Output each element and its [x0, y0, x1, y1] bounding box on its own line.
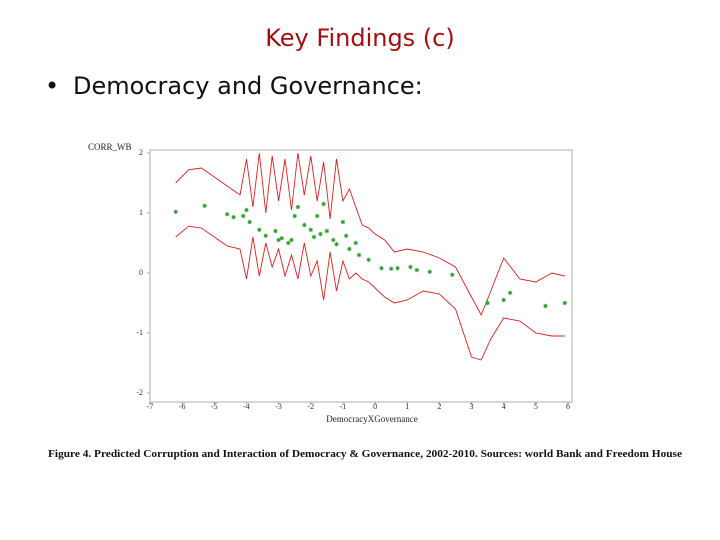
data-point: [315, 213, 320, 219]
x-tick-label: -2: [307, 402, 314, 411]
y-tick-label: -1: [136, 328, 143, 337]
data-point: [501, 297, 506, 303]
x-tick-label: 4: [502, 402, 506, 411]
data-point: [343, 233, 349, 238]
x-tick-label: 0: [373, 402, 377, 411]
data-point: [279, 236, 285, 241]
data-point: [318, 231, 323, 237]
x-tick-label: -6: [179, 402, 186, 411]
data-point: [507, 290, 513, 295]
data-point: [324, 228, 330, 234]
data-point: [340, 219, 346, 225]
data-point: [395, 266, 400, 271]
data-point: [450, 272, 455, 277]
slide-title: Key Findings (c): [265, 24, 454, 52]
data-point: [347, 246, 352, 252]
data-point: [247, 219, 252, 225]
x-tick-label: 5: [534, 402, 538, 411]
data-point: [308, 227, 313, 232]
data-point: [244, 207, 249, 213]
data-point: [562, 300, 567, 306]
x-tick-label: 1: [405, 402, 409, 411]
data-point: [202, 203, 207, 208]
x-tick-label: -7: [147, 402, 154, 411]
data-point: [295, 204, 301, 210]
data-point: [224, 212, 230, 217]
data-point: [173, 209, 178, 214]
x-tick-label: 6: [566, 402, 570, 411]
data-point: [273, 228, 278, 234]
plot-frame: [149, 149, 573, 403]
x-tick-label: -1: [340, 402, 347, 411]
data-point: [286, 240, 291, 246]
data-point: [408, 264, 413, 270]
data-point: [334, 242, 339, 247]
data-point: [353, 240, 358, 246]
bullet-dot: •: [45, 72, 59, 100]
data-point: [543, 303, 548, 309]
data-point: [321, 201, 326, 207]
data-point: [231, 215, 236, 220]
data-point: [427, 269, 432, 274]
x-tick-label: -5: [211, 402, 218, 411]
data-point: [379, 266, 384, 271]
data-point: [356, 252, 362, 258]
y-tick-label: 2: [139, 148, 143, 157]
bullet-text: Democracy and Governance:: [73, 72, 423, 100]
x-tick-label: 2: [437, 402, 441, 411]
x-axis-label: DemocracyXGovernance: [326, 414, 417, 424]
y-tick-label: 0: [139, 268, 143, 277]
y-axis-label: CORR_WB: [88, 142, 132, 152]
data-point: [414, 267, 420, 273]
data-point: [485, 300, 490, 306]
data-point: [292, 213, 297, 219]
data-point: [302, 222, 307, 228]
band-line: [175, 152, 565, 317]
data-point: [331, 237, 336, 243]
x-tick-label: -3: [275, 402, 282, 411]
data-point: [241, 213, 246, 219]
data-point: [366, 257, 371, 262]
data-point: [289, 237, 294, 243]
data-point: [263, 233, 268, 238]
data-point: [257, 227, 262, 232]
y-tick-label: -2: [136, 388, 143, 397]
data-point: [276, 237, 281, 243]
data-point: [388, 266, 394, 271]
y-tick-label: 1: [139, 208, 143, 217]
x-tick-label: 3: [470, 402, 474, 411]
x-tick-label: -4: [243, 402, 250, 411]
data-point: [311, 234, 317, 240]
figure-caption: Figure 4. Predicted Corruption and Inter…: [48, 449, 682, 460]
band-line: [175, 225, 565, 361]
